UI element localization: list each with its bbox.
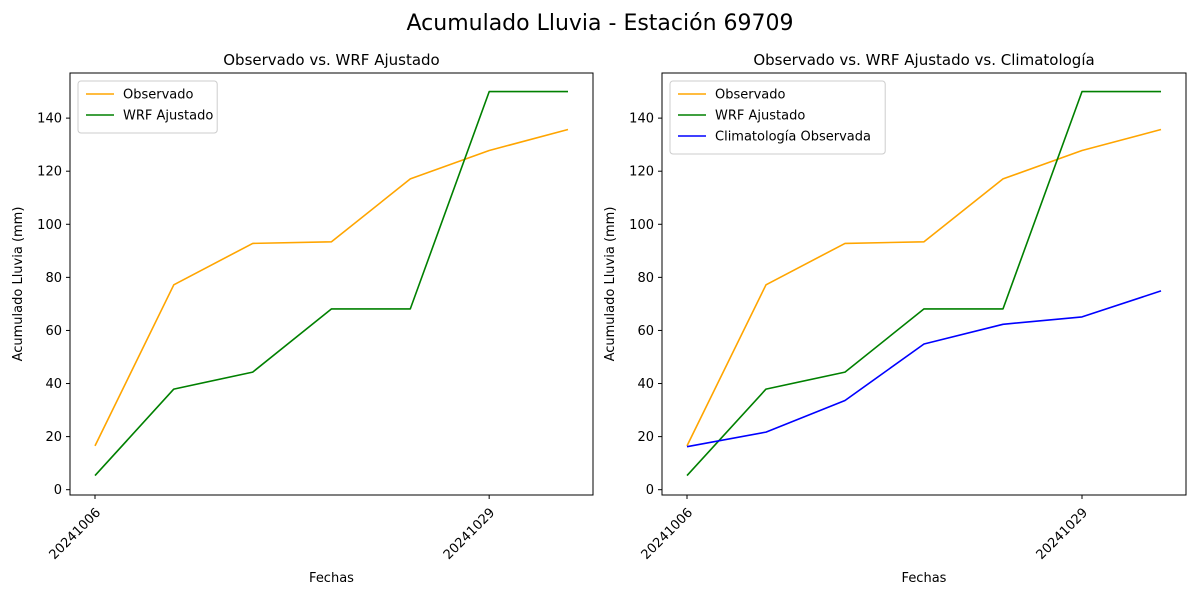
axes-frame [69,72,594,496]
y-tick-label: 100 [37,218,62,233]
y-tick-label: 140 [629,112,654,127]
y-tick-label: 0 [646,483,654,498]
series-line-observado [686,128,1162,447]
panel-title: Observado vs. WRF Ajustado vs. Climatolo… [753,51,1094,69]
figure-suptitle: Acumulado Lluvia - Estación 69709 [407,11,794,36]
legend-entry: Observado [715,88,786,103]
chart-panel-1: 0 20 40 60 80 100 120 140 20241006 20241029 Observ… [11,51,594,586]
x-tick-label: 20241006 [47,505,104,562]
y-tick-label: 40 [637,377,654,392]
y-tick-label: 60 [45,324,62,339]
legend-entry: Observado [123,88,194,103]
legend: Observado WRF Ajustado [77,80,218,134]
legend-entry: WRF Ajustado [123,109,213,124]
series-line-wrf-ajustado [94,90,568,477]
y-tick-label: 140 [37,112,62,127]
y-tick-label: 60 [637,324,654,339]
x-axis-label: Fechas [309,571,354,586]
y-tick-label: 20 [45,430,62,445]
y-tick-label: 20 [637,430,654,445]
x-axis-label: Fechas [902,571,947,586]
axes-frame [661,72,1187,496]
y-tick-label: 100 [629,218,654,233]
y-tick-label: 40 [45,377,62,392]
legend-entry: Climatología Observada [715,130,871,145]
y-tick-label: 120 [629,165,654,180]
chart-panel-2: 0 20 40 60 80 100 120 140 20241006 20241029 Observ… [603,51,1187,586]
legend-entry: WRF Ajustado [715,109,805,124]
series-line-observado [94,128,569,447]
x-tick-label: 20241029 [1034,505,1091,562]
legend: Observado WRF Ajustado Climatología Observ… [669,80,886,155]
series-line-climatolog-a-observada [686,290,1162,448]
y-tick-label: 80 [637,271,654,286]
chart-panels: 0 20 40 60 80 100 120 140 20241006 20241029 Observ… [11,51,1187,586]
y-axis-label: Acumulado Lluvia (mm) [11,207,26,362]
y-tick-label: 0 [54,483,62,498]
series-line-wrf-ajustado [686,90,1161,477]
y-tick-label: 120 [37,165,62,180]
y-axis-label: Acumulado Lluvia (mm) [603,207,618,362]
x-tick-label: 20241029 [441,505,498,562]
legend-box [669,80,886,155]
panel-title: Observado vs. WRF Ajustado [223,51,439,69]
x-tick-label: 20241006 [639,505,696,562]
y-tick-label: 80 [45,271,62,286]
